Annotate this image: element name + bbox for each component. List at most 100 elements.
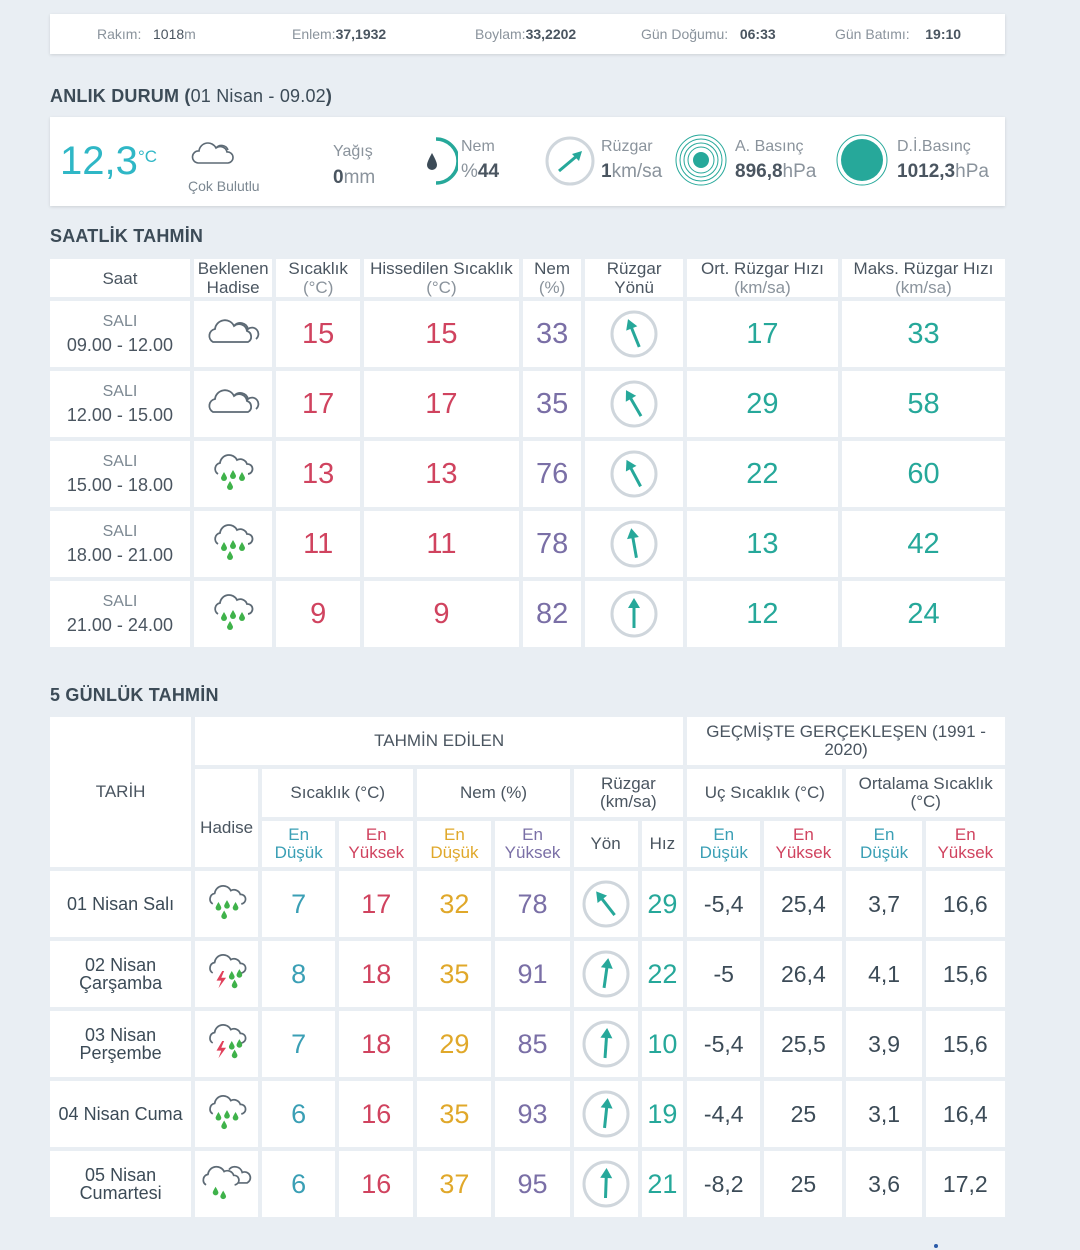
table-row: 04 Nisan Cuma 6 16 35 93 19 -4,4 25 3,1 … [50, 1081, 1005, 1147]
col-wind-speed: Hız [641, 821, 684, 867]
hum-lo-cell: 32 [417, 871, 492, 937]
wind-direction-icon [585, 371, 683, 437]
altitude: Rakım: 1018m [97, 26, 196, 42]
hum-hi-cell: 93 [495, 1081, 570, 1147]
latitude: Enlem:37,1932 [292, 26, 387, 42]
wind-direction-icon [573, 1151, 638, 1217]
col-time: Saat [50, 259, 190, 297]
avg-lo-cell: 3,9 [846, 1011, 922, 1077]
avg-wind-cell: 22 [686, 441, 838, 507]
hum-hi-cell: 95 [495, 1151, 570, 1217]
temp-hi-cell: 17 [339, 871, 414, 937]
hourly-header-row: Saat Beklenen Hadise Sıcaklık (°C) Hissedi… [50, 259, 1005, 297]
max-wind-cell: 42 [841, 511, 1005, 577]
daily-header-row-2: Hadise Sıcaklık (°C) Nem (%) Rüzgar (km/s… [50, 769, 1005, 867]
wind-speed-cell: 19 [641, 1081, 684, 1147]
rain-icon [193, 441, 273, 507]
avg-lo-cell: 3,7 [846, 871, 922, 937]
date-cell: 05 Nisan Cumartesi [50, 1151, 192, 1217]
feels-cell: 9 [363, 581, 519, 647]
table-row: 02 Nisan Çarşamba 8 18 35 91 22 -5 26,4 4… [50, 941, 1005, 1007]
feels-cell: 15 [363, 301, 519, 367]
col-feels: Hissedilen Sıcaklık (°C) [363, 259, 519, 297]
condition-label: Çok Bulutlu [188, 178, 260, 194]
table-row: SALI 18.00 - 21.00 11 11 78 13 42 [50, 511, 1005, 577]
wind-speed-cell: 21 [641, 1151, 684, 1217]
partly-rain-icon [195, 1151, 259, 1217]
avg-hi-cell: 16,4 [925, 1081, 1005, 1147]
current-conditions: 12,3 °C Çok Bulutlu Yağış 0mm Nem %44 Rü… [50, 117, 1005, 206]
avg-hi-cell: 16,6 [925, 871, 1005, 937]
sea-pressure-value: 1012,3hPa [897, 161, 989, 182]
table-row: 05 Nisan Cumartesi 6 16 37 95 21 -8,2 25 … [50, 1151, 1005, 1217]
rain-value: 0mm [333, 167, 376, 188]
temp-cell: 9 [276, 581, 360, 647]
avg-wind-cell: 29 [686, 371, 838, 437]
temp-cell: 13 [276, 441, 360, 507]
col-hum-hi: En Yüksek [495, 821, 570, 867]
hum-hi-cell: 85 [495, 1011, 570, 1077]
wind-direction-icon [573, 1011, 638, 1077]
hum-lo-cell: 37 [417, 1151, 492, 1217]
temp-cell: 11 [276, 511, 360, 577]
col-max-wind: Maks. Rüzgar Hızı (km/sa) [841, 259, 1005, 297]
rain-icon [195, 871, 259, 937]
avg-lo-cell: 3,6 [846, 1151, 922, 1217]
col-temp-lo: En Düşük [262, 821, 336, 867]
daily-forecast-table: TARİH TAHMİN EDİLEN GEÇMİŞTE GERÇEKLEŞEN… [46, 713, 1009, 1221]
table-row: 03 Nisan Perşembe 7 18 29 85 10 -5,4 25,5… [50, 1011, 1005, 1077]
wind-direction-icon [585, 511, 683, 577]
col-event: Beklenen Hadise [193, 259, 273, 297]
wind-speed-cell: 22 [641, 941, 684, 1007]
col-temp-group: Sıcaklık (°C) [262, 769, 414, 817]
hum-hi-cell: 78 [495, 871, 570, 937]
sunrise: Gün Doğumu: 06:33 [641, 26, 776, 42]
hum-hi-cell: 91 [495, 941, 570, 1007]
wind-direction-icon [585, 441, 683, 507]
col-hum-group: Nem (%) [417, 769, 570, 817]
humidity-cell: 78 [522, 511, 582, 577]
humidity-cell: 76 [522, 441, 582, 507]
humidity-cell: 33 [522, 301, 582, 367]
hum-lo-cell: 35 [417, 1081, 492, 1147]
time-cell: SALI 12.00 - 15.00 [50, 371, 190, 437]
table-row: 01 Nisan Salı 7 17 32 78 29 -5,4 25,4 3,… [50, 871, 1005, 937]
col-avg-group: Ortalama Sıcaklık (°C) [846, 769, 1005, 817]
sunset: Gün Batımı: 19:10 [835, 26, 962, 42]
wind-direction-icon [585, 581, 683, 647]
wind-direction-icon [573, 941, 638, 1007]
time-cell: SALI 09.00 - 12.00 [50, 301, 190, 367]
time-cell: SALI 18.00 - 21.00 [50, 511, 190, 577]
time-cell: SALI 15.00 - 18.00 [50, 441, 190, 507]
history-group-header: GEÇMİŞTE GERÇEKLEŞEN (1991 - 2020) [687, 717, 1005, 765]
col-avg-wind: Ort. Rüzgar Hızı (km/sa) [686, 259, 838, 297]
hum-lo-cell: 29 [417, 1011, 492, 1077]
thunderstorm-icon [195, 1011, 259, 1077]
table-row: SALI 21.00 - 24.00 9 9 82 12 24 [50, 581, 1005, 647]
col-date: TARİH [50, 717, 192, 867]
extreme-hi-cell: 25 [764, 1081, 843, 1147]
temp-lo-cell: 8 [262, 941, 336, 1007]
col-wind-dir: Rüzgar Yönü [585, 259, 683, 297]
feels-cell: 13 [363, 441, 519, 507]
avg-hi-cell: 15,6 [925, 941, 1005, 1007]
humidity-value: %44 [461, 161, 500, 182]
temp-hi-cell: 18 [339, 941, 414, 1007]
cloud-icon [193, 371, 273, 437]
temp-lo-cell: 6 [262, 1081, 336, 1147]
col-wind-dir: Yön [573, 821, 638, 867]
col-extreme-lo: En Düşük [687, 821, 761, 867]
temp-unit: °C [138, 147, 158, 166]
longitude: Boylam:33,2202 [475, 26, 577, 42]
time-cell: SALI 21.00 - 24.00 [50, 581, 190, 647]
wind-value: 1km/sa [601, 161, 663, 182]
rain-icon [193, 581, 273, 647]
date-cell: 04 Nisan Cuma [50, 1081, 192, 1147]
extreme-lo-cell: -4,4 [687, 1081, 761, 1147]
daily-header-row-1: TARİH TAHMİN EDİLEN GEÇMİŞTE GERÇEKLEŞEN… [50, 717, 1005, 867]
wind-direction-icon [544, 135, 596, 192]
max-wind-cell: 60 [841, 441, 1005, 507]
temp-cell: 17 [276, 371, 360, 437]
date-cell: 03 Nisan Perşembe [50, 1011, 192, 1077]
pressure-value: 896,8hPa [735, 161, 817, 182]
